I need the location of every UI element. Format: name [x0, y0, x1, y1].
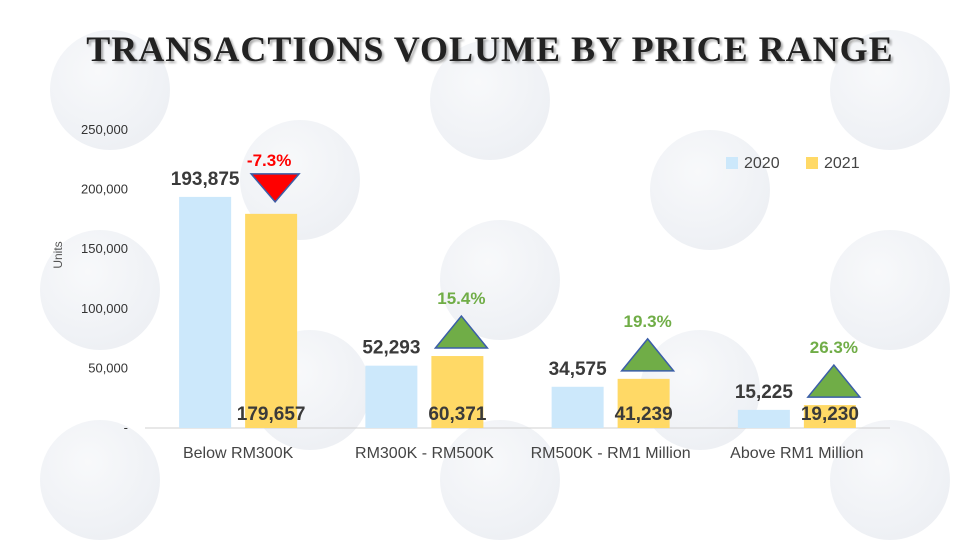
bar-2021 [803, 405, 856, 428]
watermark-globe [40, 230, 160, 350]
watermark-globe [830, 230, 950, 350]
y-tick-label: 200,000 [81, 182, 128, 197]
data-label-2020: 52,293 [362, 338, 420, 359]
watermark-globe [650, 130, 770, 250]
data-label-2021: 60,371 [428, 404, 487, 425]
watermark-globe [40, 420, 160, 540]
bar-2020 [179, 196, 232, 428]
y-tick-label: 150,000 [81, 241, 128, 256]
bar-2021 [431, 356, 484, 428]
y-tick-label: 50,000 [88, 360, 128, 375]
x-tick-label: Below RM300K [183, 445, 294, 462]
watermark-globe [430, 40, 550, 160]
bar-2020 [365, 365, 418, 428]
x-tick-label: RM500K - RM1 Million [531, 445, 691, 462]
bar-2020 [737, 409, 790, 428]
legend-swatch-2021 [806, 157, 818, 169]
change-label: 19.3% [624, 312, 672, 331]
change-arrow-up-icon [620, 337, 676, 372]
data-label-2020: 34,575 [549, 359, 608, 380]
legend-label-2020: 2020 [744, 155, 780, 172]
change-arrow-down-icon [249, 173, 301, 204]
legend-label-2021: 2021 [824, 155, 860, 172]
x-tick-label: Above RM1 Million [730, 445, 863, 462]
legend-swatch-2020 [726, 157, 738, 169]
change-label: 26.3% [810, 338, 858, 357]
watermark-globe [50, 30, 170, 150]
bar-2021 [245, 213, 298, 428]
y-tick-label: 100,000 [81, 301, 128, 316]
change-arrow-up-icon [806, 363, 862, 398]
data-label-2021: 41,239 [615, 404, 673, 425]
watermark-globe [830, 420, 950, 540]
bar-2021 [617, 378, 670, 428]
x-tick-label: RM300K - RM500K [355, 445, 494, 462]
data-label-2020: 193,875 [171, 169, 240, 190]
change-arrow-up-icon [433, 314, 489, 349]
watermark-globe [440, 420, 560, 540]
data-label-2021: 19,230 [801, 404, 859, 425]
change-label: 15.4% [437, 289, 485, 308]
watermark-globe [830, 30, 950, 150]
y-axis-label: Units [51, 241, 65, 268]
y-tick-label: - [124, 420, 128, 435]
bar-2020 [551, 386, 604, 428]
y-tick-label: 250,000 [81, 122, 128, 137]
chart-title: TRANSACTIONS VOLUME BY PRICE RANGE [86, 29, 894, 69]
data-label-2020: 15,225 [735, 382, 794, 403]
data-label-2021: 179,657 [237, 404, 306, 425]
change-label: -7.3% [247, 151, 291, 170]
